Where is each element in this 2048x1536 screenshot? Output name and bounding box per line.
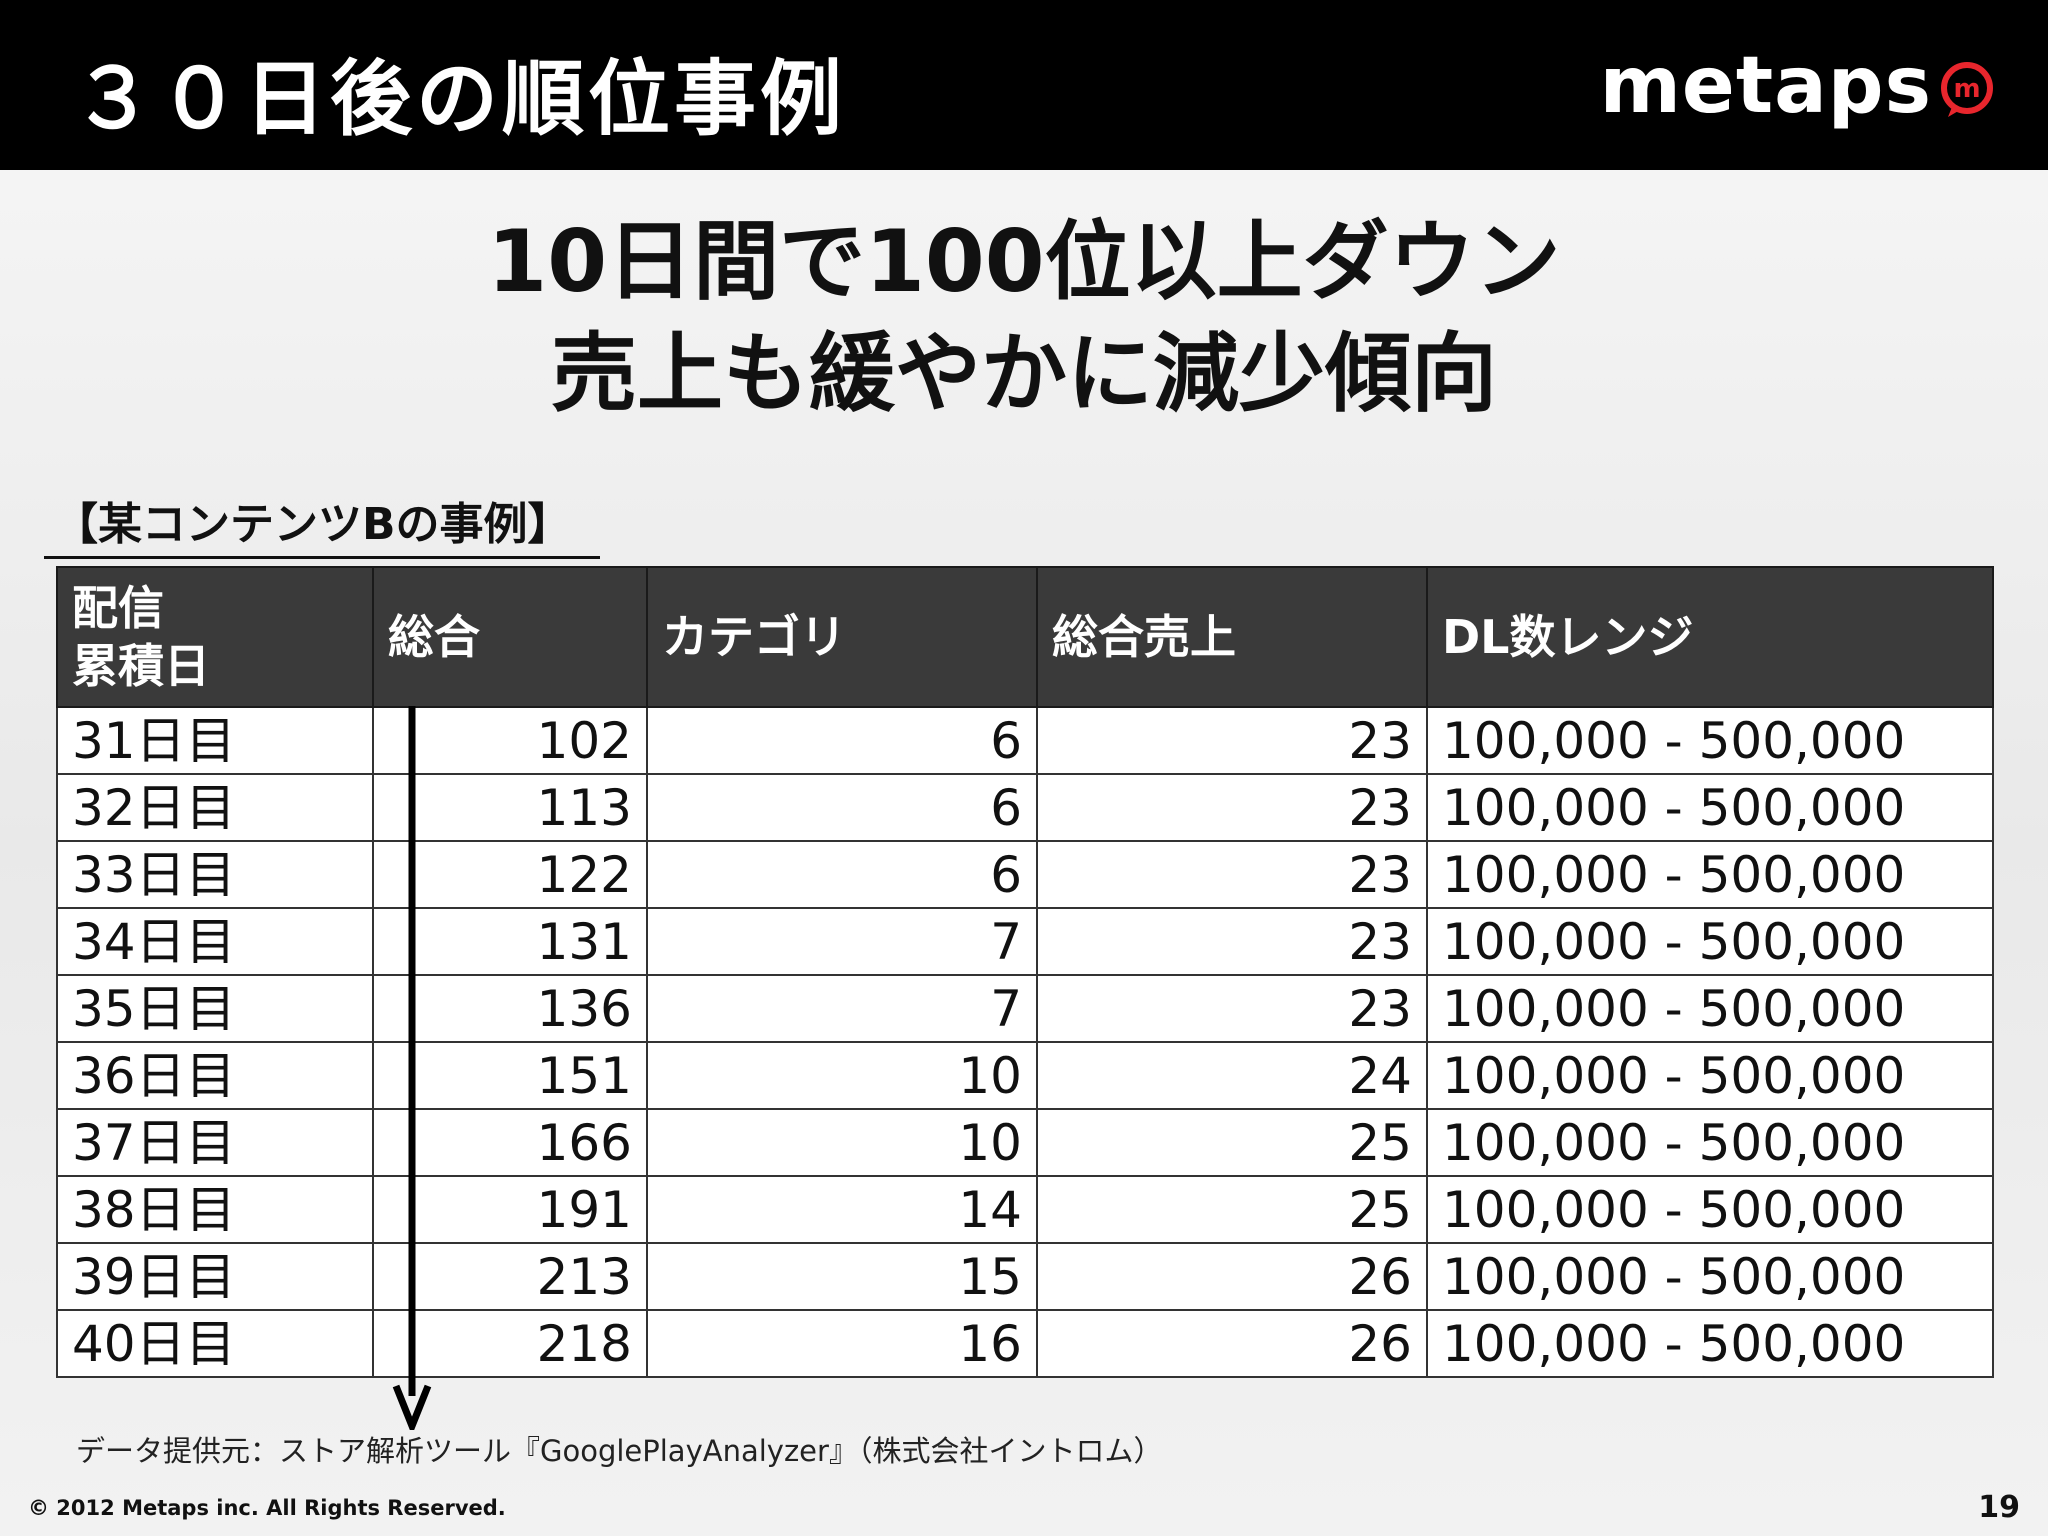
cell-overall-sales: 23 [1036, 974, 1428, 1043]
header-dl-range: DL数レンジ [1426, 566, 1994, 708]
headline: 10日間で100位以上ダウン 売上も緩やかに減少傾向 [0, 206, 2048, 430]
cell-category: 10 [646, 1041, 1038, 1110]
logo-mark-letter: m [1953, 74, 1980, 104]
header-day-line-1: 配信 [72, 581, 164, 635]
page-number: 19 [1978, 1490, 2020, 1525]
cell-category: 7 [646, 974, 1038, 1043]
cell-overall-sales: 26 [1036, 1242, 1428, 1311]
cell-overall: 136 [372, 974, 648, 1043]
header-overall-sales: 総合売上 [1036, 566, 1428, 708]
cell-dl-range: 100,000 - 500,000 [1426, 773, 1994, 842]
headline-line-2: 売上も緩やかに減少傾向 [551, 324, 1497, 424]
cell-dl-range: 100,000 - 500,000 [1426, 1108, 1994, 1177]
cell-overall: 131 [372, 907, 648, 976]
table-row: 40日目 218 16 26 100,000 - 500,000 [56, 1309, 1994, 1378]
table-row: 34日目 131 7 23 100,000 - 500,000 [56, 907, 1994, 976]
data-source-note: データ提供元：ストア解析ツール『GooglePlayAnalyzer』（株式会社… [76, 1434, 1163, 1468]
cell-dl-range: 100,000 - 500,000 [1426, 840, 1994, 909]
table-row: 33日目 122 6 23 100,000 - 500,000 [56, 840, 1994, 909]
header-overall: 総合 [372, 566, 648, 708]
cell-day: 37日目 [56, 1108, 374, 1177]
cell-day: 33日目 [56, 840, 374, 909]
logo-text: metaps [1599, 41, 1932, 131]
cell-dl-range: 100,000 - 500,000 [1426, 706, 1994, 775]
cell-day: 35日目 [56, 974, 374, 1043]
cell-overall-sales: 26 [1036, 1309, 1428, 1378]
cell-overall: 122 [372, 840, 648, 909]
cell-dl-range: 100,000 - 500,000 [1426, 907, 1994, 976]
cell-overall: 213 [372, 1242, 648, 1311]
cell-overall-sales: 23 [1036, 773, 1428, 842]
copyright: © 2012 Metaps inc. All Rights Reserved. [28, 1496, 506, 1520]
cell-category: 15 [646, 1242, 1038, 1311]
slide-title: ３０日後の順位事例 [72, 52, 847, 147]
headline-line-1: 10日間で100位以上ダウン [487, 212, 1561, 312]
table-row: 35日目 136 7 23 100,000 - 500,000 [56, 974, 1994, 1043]
cell-day: 39日目 [56, 1242, 374, 1311]
cell-overall: 151 [372, 1041, 648, 1110]
cell-overall-sales: 25 [1036, 1108, 1428, 1177]
cell-day: 32日目 [56, 773, 374, 842]
cell-overall-sales: 23 [1036, 907, 1428, 976]
table-row: 32日目 113 6 23 100,000 - 500,000 [56, 773, 1994, 842]
metaps-logo: metaps m [1600, 44, 1996, 128]
table-row: 38日目 191 14 25 100,000 - 500,000 [56, 1175, 1994, 1244]
header-bar: ３０日後の順位事例 metaps m [0, 0, 2048, 170]
table-row: 31日目 102 6 23 100,000 - 500,000 [56, 706, 1994, 775]
cell-category: 7 [646, 907, 1038, 976]
cell-category: 6 [646, 840, 1038, 909]
cell-overall: 102 [372, 706, 648, 775]
down-arrow-icon [392, 706, 432, 1430]
header-day-line-2: 累積日 [72, 639, 210, 693]
logo-mark-icon: m [1941, 62, 1993, 117]
cell-overall: 191 [372, 1175, 648, 1244]
table-header-row: 配信 累積日 総合 カテゴリ 総合売上 DL数レンジ [56, 566, 1994, 708]
cell-overall-sales: 25 [1036, 1175, 1428, 1244]
cell-dl-range: 100,000 - 500,000 [1426, 974, 1994, 1043]
cell-day: 31日目 [56, 706, 374, 775]
cell-category: 6 [646, 773, 1038, 842]
cell-dl-range: 100,000 - 500,000 [1426, 1175, 1994, 1244]
cell-category: 10 [646, 1108, 1038, 1177]
cell-dl-range: 100,000 - 500,000 [1426, 1242, 1994, 1311]
table-row: 36日目 151 10 24 100,000 - 500,000 [56, 1041, 1994, 1110]
ranking-table: 配信 累積日 総合 カテゴリ 総合売上 DL数レンジ 31日目 102 6 23 100… [56, 566, 1994, 1378]
header-day: 配信 累積日 [56, 566, 374, 708]
cell-day: 34日目 [56, 907, 374, 976]
cell-category: 16 [646, 1309, 1038, 1378]
table-row: 39日目 213 15 26 100,000 - 500,000 [56, 1242, 1994, 1311]
cell-overall: 113 [372, 773, 648, 842]
table-body: 31日目 102 6 23 100,000 - 500,000 32日目 113 6 23 100… [56, 706, 1994, 1378]
header-category: カテゴリ [646, 566, 1038, 708]
cell-overall: 166 [372, 1108, 648, 1177]
section-label: 【某コンテンツBの事例】 [44, 488, 600, 559]
cell-overall: 218 [372, 1309, 648, 1378]
cell-dl-range: 100,000 - 500,000 [1426, 1309, 1994, 1378]
cell-day: 38日目 [56, 1175, 374, 1244]
cell-day: 36日目 [56, 1041, 374, 1110]
cell-overall-sales: 24 [1036, 1041, 1428, 1110]
table-row: 37日目 166 10 25 100,000 - 500,000 [56, 1108, 1994, 1177]
cell-dl-range: 100,000 - 500,000 [1426, 1041, 1994, 1110]
cell-overall-sales: 23 [1036, 840, 1428, 909]
cell-category: 14 [646, 1175, 1038, 1244]
cell-overall-sales: 23 [1036, 706, 1428, 775]
cell-category: 6 [646, 706, 1038, 775]
cell-day: 40日目 [56, 1309, 374, 1378]
